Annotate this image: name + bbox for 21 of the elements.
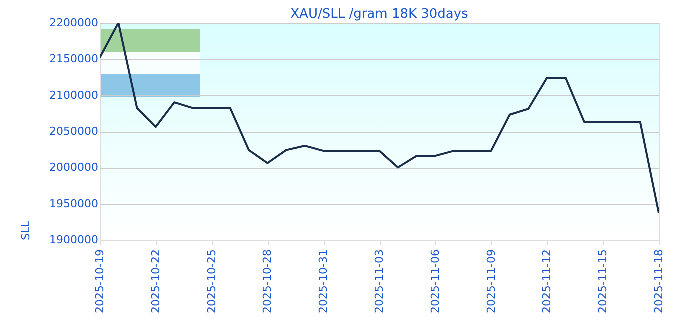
- chart-title: XAU/SLL /gram 18K 30days: [290, 7, 469, 22]
- x-tick-label: 2025-10-28: [261, 250, 274, 314]
- y-tick-label: 2050000: [50, 125, 98, 138]
- y-tick-label: 2200000: [50, 16, 98, 30]
- y-tick-label: 2000000: [50, 161, 98, 174]
- x-tick-label: 2025-11-15: [596, 250, 610, 314]
- y-tick-label: 1900000: [50, 234, 98, 246]
- y-tick-label: 1950000: [50, 197, 98, 210]
- x-tick-label: 2025-11-03: [373, 250, 386, 314]
- x-tick-label: 2025-11-09: [484, 250, 498, 314]
- x-tick-label: 2025-10-22: [149, 250, 162, 314]
- x-tick-label: 2025-10-19: [94, 250, 106, 314]
- x-tick-label: 2025-11-06: [428, 250, 442, 314]
- y-tick-label: 2150000: [50, 52, 98, 66]
- line-series: [100, 23, 659, 214]
- y-axis-title: SLL: [20, 220, 33, 240]
- y-tick-label: 2100000: [50, 88, 98, 102]
- x-tick-label: 2025-10-31: [317, 250, 330, 314]
- x-tick-label: 2025-11-12: [540, 250, 554, 314]
- x-tick-label: 2025-10-25: [205, 250, 218, 314]
- x-tick-label: 2025-11-18: [652, 250, 666, 314]
